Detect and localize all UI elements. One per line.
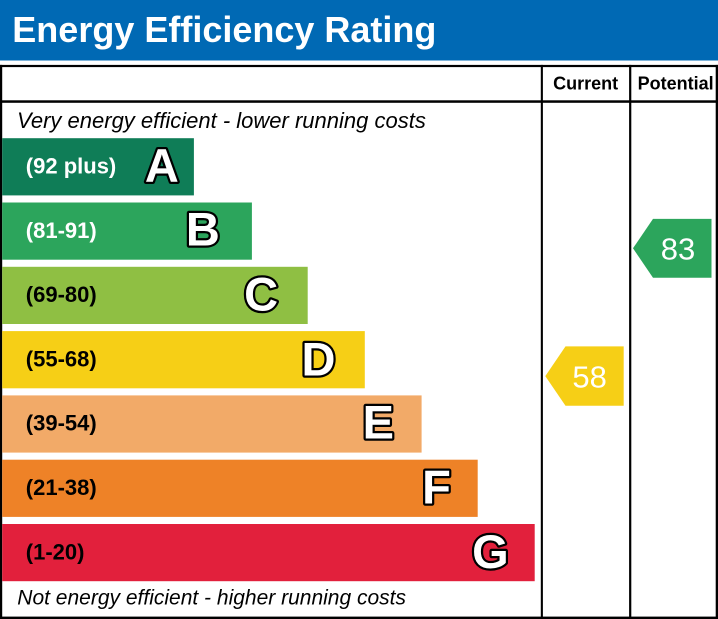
svg-text:Current: Current — [553, 73, 618, 93]
svg-text:Potential: Potential — [638, 73, 714, 93]
svg-text:(1-20): (1-20) — [26, 539, 85, 564]
svg-text:F: F — [422, 461, 451, 514]
svg-text:G: G — [472, 525, 509, 578]
svg-text:(55-68): (55-68) — [26, 346, 97, 371]
svg-text:(69-80): (69-80) — [26, 282, 97, 307]
svg-text:(81-91): (81-91) — [26, 218, 97, 243]
svg-text:(39-54): (39-54) — [26, 411, 97, 436]
svg-text:C: C — [244, 268, 278, 321]
svg-text:58: 58 — [572, 360, 606, 395]
svg-text:Very energy efficient - lower: Very energy efficient - lower running co… — [17, 108, 426, 133]
svg-text:Not energy efficient - higher: Not energy efficient - higher running co… — [17, 586, 406, 609]
svg-text:E: E — [363, 396, 394, 449]
svg-text:A: A — [145, 139, 179, 192]
svg-text:(92 plus): (92 plus) — [26, 154, 116, 179]
svg-text:B: B — [186, 203, 220, 256]
svg-text:Energy Efficiency Rating: Energy Efficiency Rating — [12, 9, 436, 50]
svg-text:D: D — [302, 333, 336, 386]
svg-text:83: 83 — [661, 231, 695, 266]
svg-text:(21-38): (21-38) — [26, 475, 97, 500]
